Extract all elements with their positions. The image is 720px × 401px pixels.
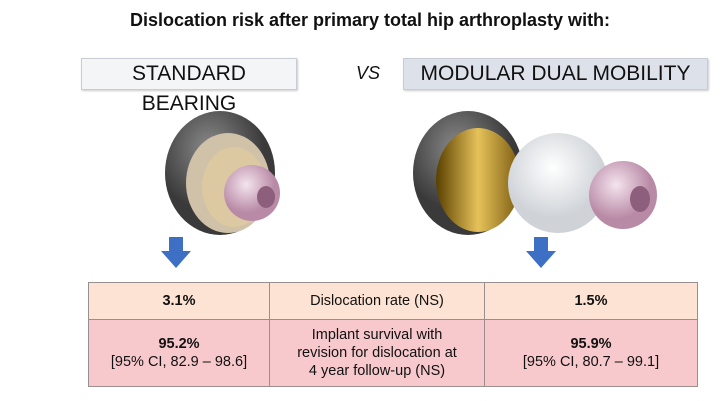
down-arrow-right-icon: [526, 237, 556, 268]
survival-label-cell: Implant survival with revision for dislo…: [269, 319, 485, 387]
standard-survival-ci: [95% CI, 82.9 – 98.6]: [110, 354, 248, 370]
title: Dislocation risk after primary total hip…: [129, 10, 611, 30]
standard-survival-cell: 95.2% [95% CI, 82.9 – 98.6]: [88, 319, 270, 387]
down-arrow-left-icon: [161, 237, 191, 268]
standard-bearing-implant-image: [165, 111, 280, 235]
table-row: 3.1% Dislocation rate (NS) 1.5%: [88, 282, 698, 320]
vs-label: VS: [356, 63, 381, 83]
dual-mobility-dislocation-rate: 1.5%: [484, 282, 698, 320]
table-row: 95.2% [95% CI, 82.9 – 98.6] Implant surv…: [88, 319, 698, 387]
survival-label-line: 4 year follow-up (NS): [308, 363, 446, 379]
dual-mobility-survival-ci: [95% CI, 80.7 – 99.1]: [522, 354, 660, 370]
dual-mobility-survival-value: 95.9%: [570, 336, 612, 352]
standard-bearing-label: STANDARD BEARING: [81, 58, 297, 115]
dual-mobility-implant-image: [413, 111, 657, 235]
dual-mobility-label: MODULAR DUAL MOBILITY: [403, 58, 708, 90]
survival-label-line: Implant survival with: [311, 327, 443, 343]
standard-survival-value: 95.2%: [158, 336, 200, 352]
survival-label-line: revision for dislocation at: [297, 345, 457, 361]
dislocation-rate-label: Dislocation rate (NS): [269, 282, 485, 320]
standard-dislocation-rate: 3.1%: [88, 282, 270, 320]
dual-mobility-survival-cell: 95.9% [95% CI, 80.7 – 99.1]: [484, 319, 698, 387]
results-table: 3.1% Dislocation rate (NS) 1.5% 95.2% [9…: [88, 282, 698, 387]
